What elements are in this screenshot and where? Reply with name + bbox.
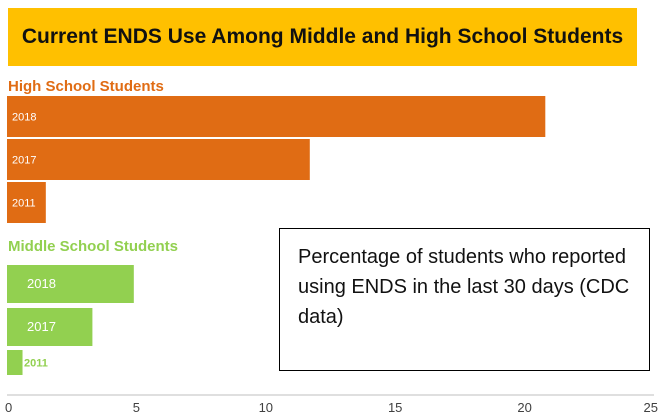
x-tick-label: 25 [644, 400, 658, 415]
x-tick-label: 15 [388, 400, 402, 415]
chart-title-banner: Current ENDS Use Among Middle and High S… [8, 8, 637, 66]
x-tick-label: 20 [517, 400, 531, 415]
bar-category-label: 2011 [12, 198, 36, 210]
chart-title: Current ENDS Use Among Middle and High S… [21, 25, 624, 48]
bar [7, 308, 93, 346]
x-tick-label: 0 [5, 400, 12, 415]
bar [7, 182, 46, 223]
bar [7, 139, 310, 180]
bar [7, 265, 134, 303]
annotation-box: Percentage of students who reported usin… [279, 228, 650, 371]
annotation-text: Percentage of students who reported usin… [298, 246, 630, 328]
bar-category-label: 2017 [27, 319, 56, 334]
bar-category-label: 2018 [12, 112, 36, 124]
bar [7, 350, 23, 375]
x-tick-label: 5 [133, 400, 140, 415]
bar-category-label: 2018 [27, 276, 56, 291]
group-label: Middle School Students [8, 238, 178, 255]
bar [7, 96, 546, 137]
group-label: High School Students [8, 78, 164, 95]
bar-category-label: 2017 [12, 155, 36, 167]
bar-category-label: 2011 [24, 358, 48, 370]
x-tick-label: 10 [259, 400, 273, 415]
